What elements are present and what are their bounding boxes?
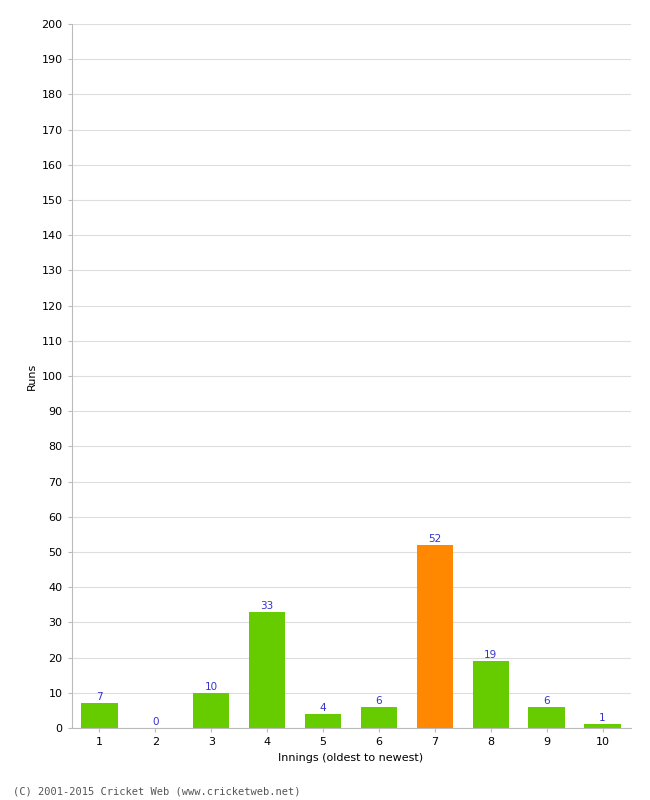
Bar <box>305 714 341 728</box>
Bar <box>193 693 229 728</box>
Bar <box>417 545 453 728</box>
Text: 1: 1 <box>599 714 606 723</box>
Bar <box>249 612 285 728</box>
Bar <box>584 725 621 728</box>
Text: 33: 33 <box>261 601 274 610</box>
Y-axis label: Runs: Runs <box>27 362 37 390</box>
Text: 6: 6 <box>376 696 382 706</box>
Bar <box>528 707 565 728</box>
Text: 7: 7 <box>96 692 103 702</box>
Text: (C) 2001-2015 Cricket Web (www.cricketweb.net): (C) 2001-2015 Cricket Web (www.cricketwe… <box>13 786 300 796</box>
Text: 52: 52 <box>428 534 441 544</box>
Bar <box>361 707 397 728</box>
X-axis label: Innings (oldest to newest): Innings (oldest to newest) <box>278 753 424 762</box>
Bar <box>81 703 118 728</box>
Text: 10: 10 <box>205 682 218 692</box>
Text: 6: 6 <box>543 696 550 706</box>
Text: 0: 0 <box>152 717 159 727</box>
Text: 4: 4 <box>320 703 326 713</box>
Text: 19: 19 <box>484 650 497 660</box>
Bar <box>473 661 509 728</box>
